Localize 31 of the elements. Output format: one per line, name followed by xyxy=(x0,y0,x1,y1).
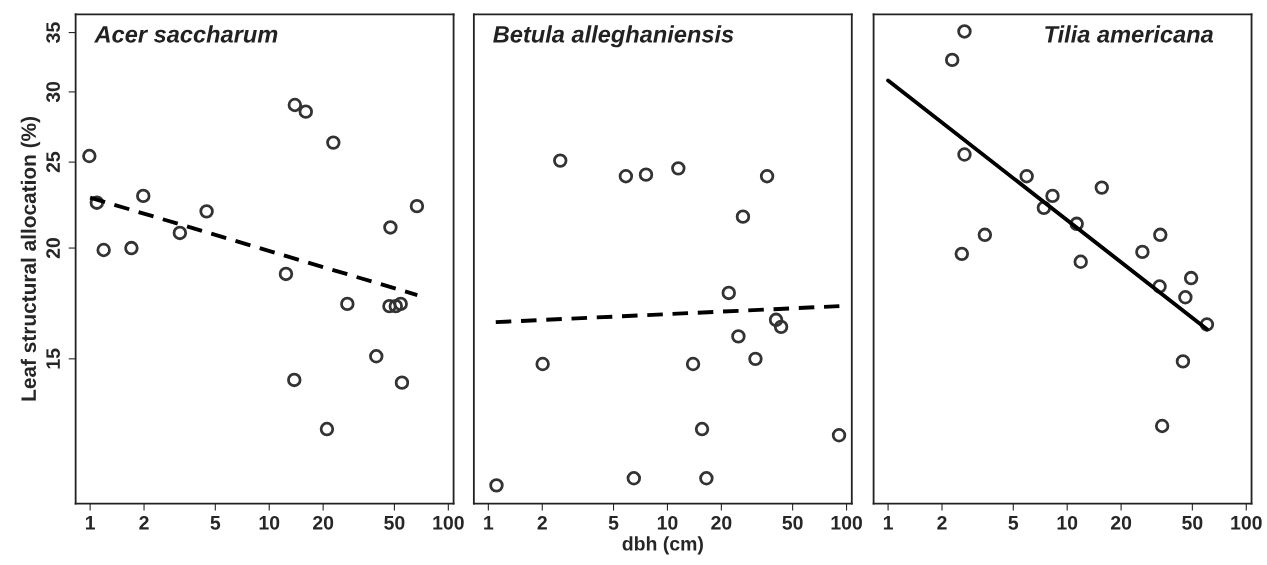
chart-title: Acer saccharum xyxy=(94,25,278,43)
x-tick-label: 10 xyxy=(1057,515,1078,530)
x-tick-label: 10 xyxy=(259,515,280,530)
y-tick-label: 35 xyxy=(46,22,61,43)
x-tick-label: 20 xyxy=(711,515,732,530)
x-tick-label: 50 xyxy=(782,515,803,530)
x-tick-label: 2 xyxy=(139,515,149,530)
x-tick-label: 1 xyxy=(484,516,494,530)
x-tick-label: 5 xyxy=(608,516,619,530)
x-tick-label: 1 xyxy=(85,516,95,530)
x-axis-title: dbh (cm) xyxy=(622,536,703,555)
y-tick-label: 15 xyxy=(46,348,60,369)
x-tick-label: 100 xyxy=(433,515,464,530)
y-tick-label: 30 xyxy=(46,81,61,103)
x-tick-label: 50 xyxy=(384,515,405,530)
x-tick-label: 20 xyxy=(313,515,334,530)
x-tick-label: 50 xyxy=(1182,515,1203,530)
x-tick-label: 10 xyxy=(657,515,678,530)
x-tick-label: 1 xyxy=(883,516,893,530)
x-tick-label: 2 xyxy=(537,515,547,530)
chart-title: Tilia americana xyxy=(1045,25,1214,43)
x-tick-label: 20 xyxy=(1110,515,1132,530)
y-tick-label: 20 xyxy=(46,238,60,259)
x-tick-label: 100 xyxy=(831,515,862,530)
x-tick-label: 5 xyxy=(1008,516,1019,530)
x-tick-label: 100 xyxy=(1231,515,1262,530)
y-axis-title: Leaf structural allocation (%) xyxy=(20,117,41,401)
chart-title: Betula alleghaniensis xyxy=(493,25,734,48)
x-tick-label: 2 xyxy=(937,515,947,530)
y-tick-label: 25 xyxy=(46,151,60,173)
x-tick-label: 5 xyxy=(210,516,221,530)
